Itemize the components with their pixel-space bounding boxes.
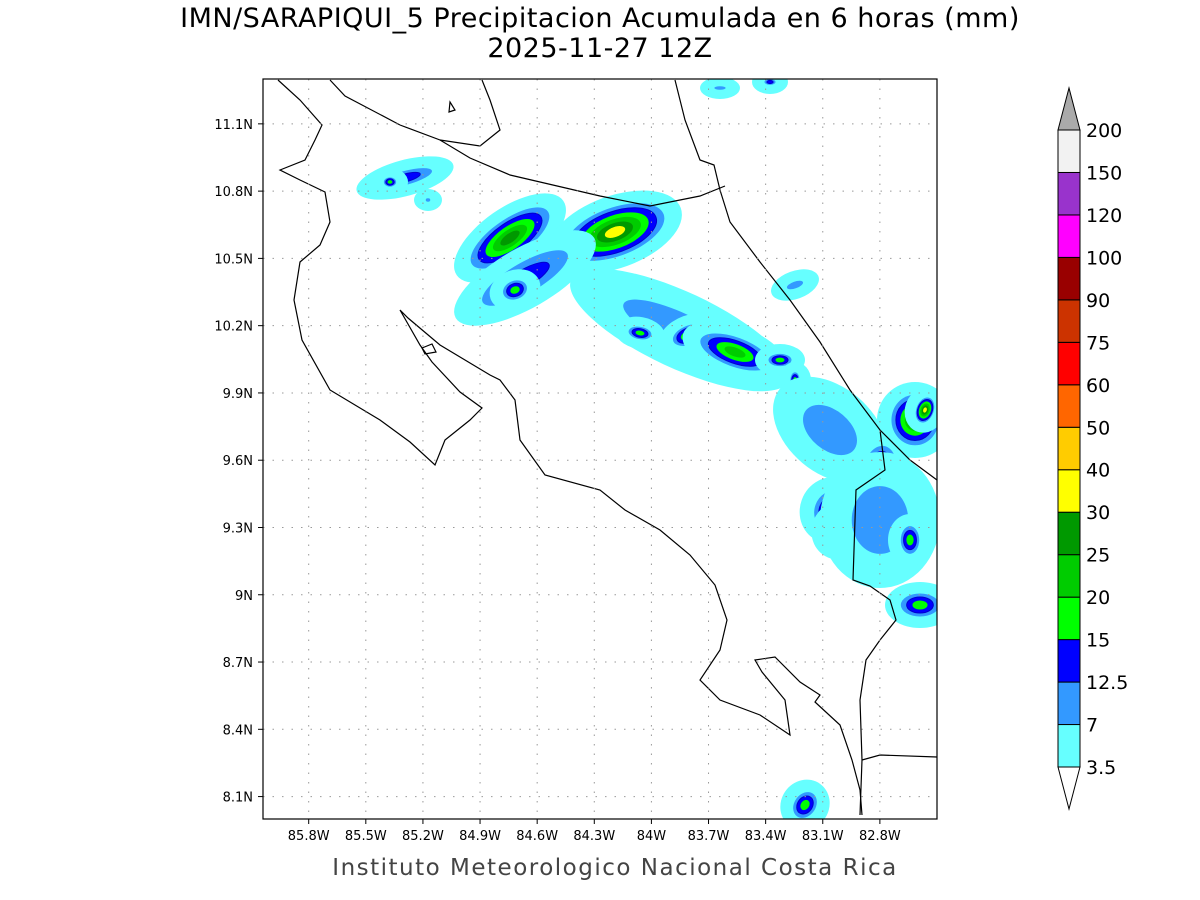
lat-tick-label: 9.9N: [223, 387, 253, 402]
panama-border: [852, 429, 897, 816]
precip-contour: [906, 534, 914, 546]
lon-tick-label: 83.4W: [745, 829, 787, 844]
lat-tick-label: 9.3N: [223, 521, 253, 536]
lon-tick-label: 85.2W: [402, 829, 444, 844]
colorbar: 3.5 7 12.5 15 20 25 30 40 50 60 75 90 100 120 150 200: [1057, 86, 1128, 811]
precip-contour: [923, 407, 927, 413]
colorbar-label: 7: [1086, 715, 1098, 737]
colorbar-swatch: [1057, 171, 1081, 216]
colorbar-label: 100: [1086, 247, 1122, 269]
grid-lines: [263, 79, 937, 819]
lat-tick-label: 9.6N: [223, 454, 253, 469]
colorbar-label: 30: [1086, 502, 1110, 524]
colorbar-swatch: [1057, 724, 1081, 768]
colorbar-label: 50: [1086, 417, 1110, 439]
precip-contour: [387, 180, 393, 184]
colorbar-label: 15: [1086, 630, 1110, 652]
colorbar-swatch: [1057, 511, 1081, 556]
colorbar-label: 200: [1086, 120, 1122, 142]
precip-contour: [752, 79, 788, 94]
pacific-coastline: [277, 79, 863, 816]
precip-contour: [803, 404, 857, 456]
lat-tick-label: 9N: [235, 589, 253, 604]
precip-contour: [510, 286, 520, 294]
precip-contour: [714, 86, 726, 90]
colorbar-swatch: [1057, 469, 1081, 513]
colorbar-swatch: [1057, 256, 1081, 301]
colorbar-swatch: [1057, 554, 1081, 598]
colorbar-over-arrow: [1057, 86, 1081, 131]
precip-contour: [425, 198, 431, 202]
colorbar-swatch: [1057, 426, 1081, 471]
lon-tick-label: 85.5W: [345, 829, 387, 844]
lat-tick-label: 10.8N: [214, 185, 253, 200]
lat-tick-label: 8.7N: [223, 656, 253, 671]
colorbar-swatch: [1057, 341, 1081, 386]
precip-contour: [786, 280, 804, 290]
map-frame: [262, 78, 938, 820]
colorbar-swatch: [1057, 681, 1081, 726]
lon-tick-label: 85.8W: [288, 829, 330, 844]
nicaragua-border: [399, 124, 726, 207]
colorbar-swatch: [1057, 596, 1081, 641]
panama-coast: [861, 754, 937, 761]
lat-tick-label: 11.1N: [214, 118, 253, 133]
precip-contour: [500, 230, 520, 246]
colorbar-label: 3.5: [1086, 757, 1116, 779]
precip-contour: [912, 600, 928, 610]
lon-tick-label: 83.7W: [688, 829, 730, 844]
lon-tick-label: 84.9W: [459, 829, 501, 844]
footer-credit: Instituto Meteorologico Nacional Costa R…: [332, 855, 898, 881]
colorbar-label: 12.5: [1086, 672, 1128, 694]
precip-contour: [800, 799, 810, 811]
island: [421, 343, 437, 355]
precip-contour: [635, 330, 645, 336]
colorbar-label: 120: [1086, 205, 1122, 227]
colorbar-label: 60: [1086, 375, 1110, 397]
colorbar-swatch: [1057, 639, 1081, 683]
lat-tick-label: 10.5N: [214, 252, 253, 267]
colorbar-swatch: [1057, 214, 1081, 258]
precip-contour: [604, 226, 626, 238]
axis-ticks: 85.8W 85.5W 85.2W 84.9W 84.6W 84.3W 84W 83.7W 83…: [214, 118, 901, 844]
colorbar-label: 75: [1086, 332, 1110, 354]
colorbar-label: 25: [1086, 545, 1110, 567]
lon-tick-label: 84.3W: [573, 829, 615, 844]
lake-shore: [439, 79, 501, 147]
colorbar-label: 90: [1086, 290, 1110, 312]
colorbar-label: 40: [1086, 460, 1110, 482]
island: [448, 100, 456, 113]
colorbar-label: 20: [1086, 587, 1110, 609]
lat-tick-label: 8.4N: [223, 723, 253, 738]
colorbar-swatch: [1057, 299, 1081, 343]
lon-tick-label: 82.8W: [859, 829, 901, 844]
precip-contour: [724, 346, 746, 358]
colorbar-swatch: [1057, 129, 1081, 173]
map-subtitle: 2025-11-27 12Z: [487, 33, 713, 64]
lat-tick-label: 8.1N: [223, 791, 253, 806]
colorbar-under-arrow: [1057, 766, 1081, 811]
colorbar-swatch: [1057, 384, 1081, 428]
lon-tick-label: 83.1W: [802, 829, 844, 844]
colorbar-label: 150: [1086, 162, 1122, 184]
precip-contour: [775, 357, 785, 363]
lon-tick-label: 84W: [637, 829, 667, 844]
map-title: IMN/SARAPIQUI_5 Precipitacion Acumulada …: [180, 3, 1020, 34]
precip-field: [356, 79, 937, 819]
lon-tick-label: 84.6W: [516, 829, 558, 844]
precip-contour: [766, 79, 774, 85]
coastlines: [277, 79, 937, 816]
lat-tick-label: 10.2N: [214, 320, 253, 335]
lake-nicaragua-shore: [329, 79, 401, 126]
